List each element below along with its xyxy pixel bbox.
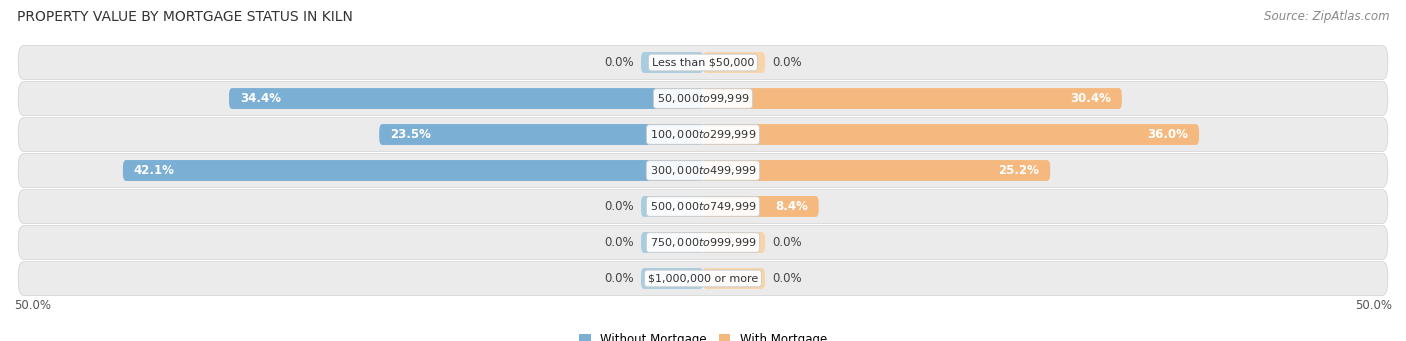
FancyBboxPatch shape: [18, 46, 1388, 79]
Text: 8.4%: 8.4%: [775, 200, 807, 213]
Legend: Without Mortgage, With Mortgage: Without Mortgage, With Mortgage: [574, 329, 832, 341]
FancyBboxPatch shape: [703, 232, 765, 253]
FancyBboxPatch shape: [703, 268, 765, 289]
FancyBboxPatch shape: [122, 160, 703, 181]
FancyBboxPatch shape: [703, 124, 1199, 145]
Text: 25.2%: 25.2%: [998, 164, 1039, 177]
Text: 23.5%: 23.5%: [391, 128, 432, 141]
Text: 0.0%: 0.0%: [605, 200, 634, 213]
Text: $750,000 to $999,999: $750,000 to $999,999: [650, 236, 756, 249]
FancyBboxPatch shape: [703, 88, 1122, 109]
Text: 30.4%: 30.4%: [1070, 92, 1111, 105]
Text: $500,000 to $749,999: $500,000 to $749,999: [650, 200, 756, 213]
Text: $100,000 to $299,999: $100,000 to $299,999: [650, 128, 756, 141]
FancyBboxPatch shape: [18, 262, 1388, 295]
Text: 0.0%: 0.0%: [605, 56, 634, 69]
FancyBboxPatch shape: [641, 52, 703, 73]
Text: 36.0%: 36.0%: [1147, 128, 1188, 141]
Text: $1,000,000 or more: $1,000,000 or more: [648, 273, 758, 283]
FancyBboxPatch shape: [380, 124, 703, 145]
Text: 0.0%: 0.0%: [772, 236, 801, 249]
FancyBboxPatch shape: [703, 160, 1050, 181]
FancyBboxPatch shape: [641, 232, 703, 253]
Text: 50.0%: 50.0%: [1355, 299, 1392, 312]
FancyBboxPatch shape: [703, 196, 818, 217]
Text: $300,000 to $499,999: $300,000 to $499,999: [650, 164, 756, 177]
Text: PROPERTY VALUE BY MORTGAGE STATUS IN KILN: PROPERTY VALUE BY MORTGAGE STATUS IN KIL…: [17, 10, 353, 24]
FancyBboxPatch shape: [18, 153, 1388, 188]
FancyBboxPatch shape: [641, 196, 703, 217]
FancyBboxPatch shape: [18, 226, 1388, 260]
Text: 0.0%: 0.0%: [772, 272, 801, 285]
Text: 34.4%: 34.4%: [240, 92, 281, 105]
Text: 0.0%: 0.0%: [772, 56, 801, 69]
FancyBboxPatch shape: [18, 81, 1388, 115]
FancyBboxPatch shape: [229, 88, 703, 109]
Text: 50.0%: 50.0%: [14, 299, 51, 312]
FancyBboxPatch shape: [703, 52, 765, 73]
Text: Source: ZipAtlas.com: Source: ZipAtlas.com: [1264, 10, 1389, 23]
FancyBboxPatch shape: [641, 268, 703, 289]
FancyBboxPatch shape: [18, 118, 1388, 151]
FancyBboxPatch shape: [18, 190, 1388, 223]
Text: $50,000 to $99,999: $50,000 to $99,999: [657, 92, 749, 105]
Text: 0.0%: 0.0%: [605, 272, 634, 285]
Text: 0.0%: 0.0%: [605, 236, 634, 249]
Text: 42.1%: 42.1%: [134, 164, 174, 177]
Text: Less than $50,000: Less than $50,000: [652, 58, 754, 68]
